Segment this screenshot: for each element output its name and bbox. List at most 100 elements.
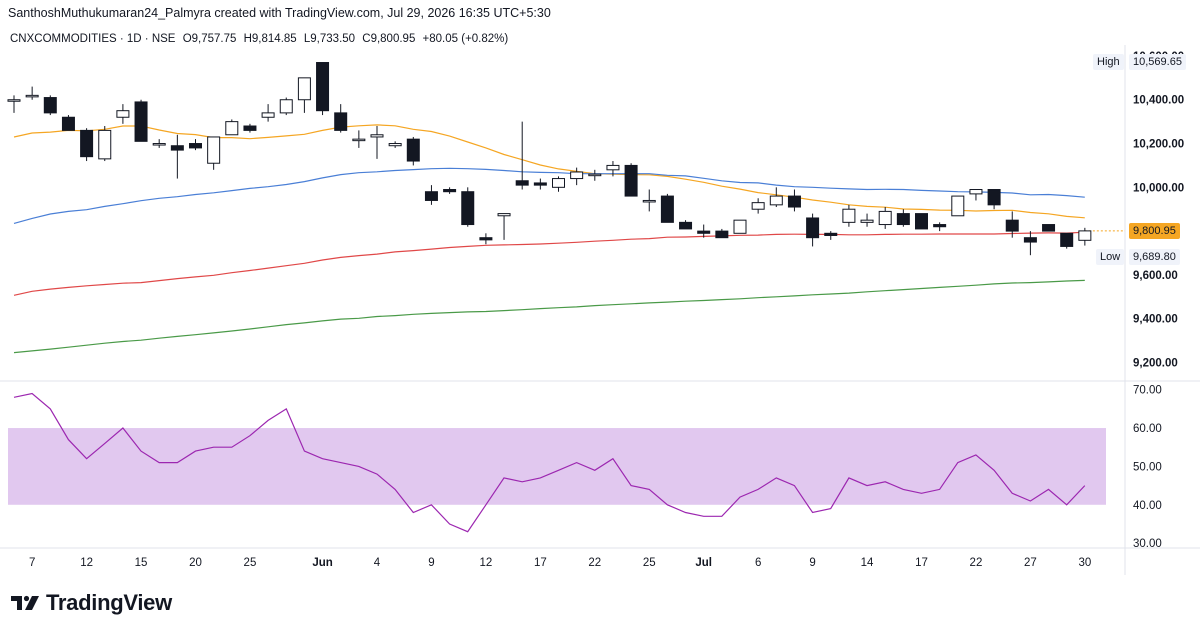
candle (679, 220, 693, 230)
candle (225, 119, 239, 136)
time-tick-label: Jul (695, 557, 712, 569)
time-tick-label: 4 (374, 557, 381, 569)
candle (733, 219, 747, 234)
candle (806, 213, 820, 247)
candle (7, 95, 21, 113)
candlesticks (7, 62, 1092, 256)
moving-average-line-3 (13, 231, 1085, 296)
candle (370, 126, 384, 159)
candle (896, 209, 910, 227)
candle-body (769, 195, 783, 206)
candle (388, 141, 402, 148)
rsi-band (8, 428, 1106, 505)
tradingview-brand[interactable]: TradingView (10, 590, 172, 616)
time-tick-label: 22 (970, 557, 983, 569)
candle (424, 185, 438, 205)
candle (116, 104, 130, 124)
candle-body (461, 191, 475, 226)
candle-body (679, 221, 693, 230)
candle-body (479, 237, 493, 241)
open-value: O9,757.75 (182, 33, 237, 45)
candle-body (370, 134, 384, 138)
candle-body (334, 112, 348, 131)
rsi-line (13, 392, 1086, 533)
candle-body (152, 143, 166, 146)
candle (697, 224, 711, 238)
time-tick-label: 20 (189, 557, 202, 569)
candle-body (7, 99, 21, 102)
candle (842, 204, 856, 227)
candle-body (207, 136, 221, 164)
ohlc-legend: CNXCOMMODITIES · 1D · NSE O9,757.75 H9,8… (10, 33, 512, 45)
candle-body (225, 121, 239, 136)
candle-body (824, 232, 838, 236)
low-value: L9,733.50 (303, 33, 356, 45)
candle-body (134, 101, 148, 142)
candle-body (987, 189, 1001, 206)
candle-body (1078, 230, 1092, 241)
candle-body (806, 217, 820, 239)
time-tick-label: Jun (312, 557, 332, 569)
candle (80, 128, 94, 162)
candle (588, 169, 602, 181)
close-value: C9,800.95 (362, 33, 416, 45)
tradingview-logo-icon (11, 595, 39, 610)
candle-body (715, 230, 729, 239)
candle (660, 193, 674, 223)
candle (189, 139, 202, 151)
time-tick-label: 14 (861, 557, 874, 569)
candle (1060, 232, 1074, 249)
candle (25, 86, 39, 100)
candle (1023, 231, 1037, 256)
time-tick-label: 30 (1078, 557, 1091, 569)
price-tick-label: 9,200.00 (1133, 357, 1178, 369)
candle-body (443, 189, 457, 193)
candle (443, 187, 457, 194)
price-axis: 10,600.0010,400.0010,200.0010,000.009,60… (1133, 51, 1184, 370)
candle-body (606, 164, 620, 171)
candle-body (243, 125, 257, 131)
candle (207, 136, 221, 170)
price-tick-label: 9,400.00 (1133, 314, 1178, 326)
rsi-tick-label: 30.00 (1133, 538, 1162, 550)
rsi-tick-label: 60.00 (1133, 423, 1162, 435)
candle (497, 213, 511, 240)
candle (606, 161, 620, 177)
candle (43, 95, 57, 116)
high-price-tag: 10,569.65 (1129, 54, 1186, 70)
candle-body (388, 143, 402, 147)
candle-body (1005, 219, 1019, 232)
candle-body (751, 202, 765, 210)
symbol-info[interactable]: CNXCOMMODITIES · 1D · NSE (10, 33, 176, 45)
chart-canvas[interactable]: 10,600.0010,400.0010,200.0010,000.009,60… (0, 0, 1200, 585)
candle (969, 189, 983, 201)
candle-body (933, 224, 947, 228)
candle-body (279, 99, 293, 114)
candle-body (352, 138, 366, 142)
price-tick-label: 9,600.00 (1133, 270, 1178, 282)
candle (515, 121, 529, 190)
candle (860, 213, 874, 227)
candle (933, 222, 947, 232)
time-tick-label: 12 (480, 557, 493, 569)
high-label: High (1093, 54, 1124, 70)
candle-body (697, 230, 711, 234)
candle (334, 104, 348, 133)
time-tick-label: 22 (588, 557, 601, 569)
moving-average-line-4 (13, 279, 1085, 354)
rsi-axis: 70.00 60.00 50.00 40.00 30.00 (1133, 385, 1162, 550)
rsi-indicator (13, 392, 1086, 533)
candle-body (61, 116, 75, 131)
rsi-tick-label: 70.00 (1133, 385, 1162, 397)
candle-body (951, 195, 965, 217)
candle (406, 136, 420, 166)
candle-body (43, 97, 57, 114)
rsi-tick-label: 50.00 (1133, 461, 1162, 473)
candle-body (896, 213, 910, 226)
candle-body (297, 77, 311, 101)
candle (1078, 227, 1092, 246)
candle (243, 123, 257, 133)
candle (787, 189, 801, 212)
candle-body (170, 145, 184, 151)
candle (987, 189, 1001, 210)
